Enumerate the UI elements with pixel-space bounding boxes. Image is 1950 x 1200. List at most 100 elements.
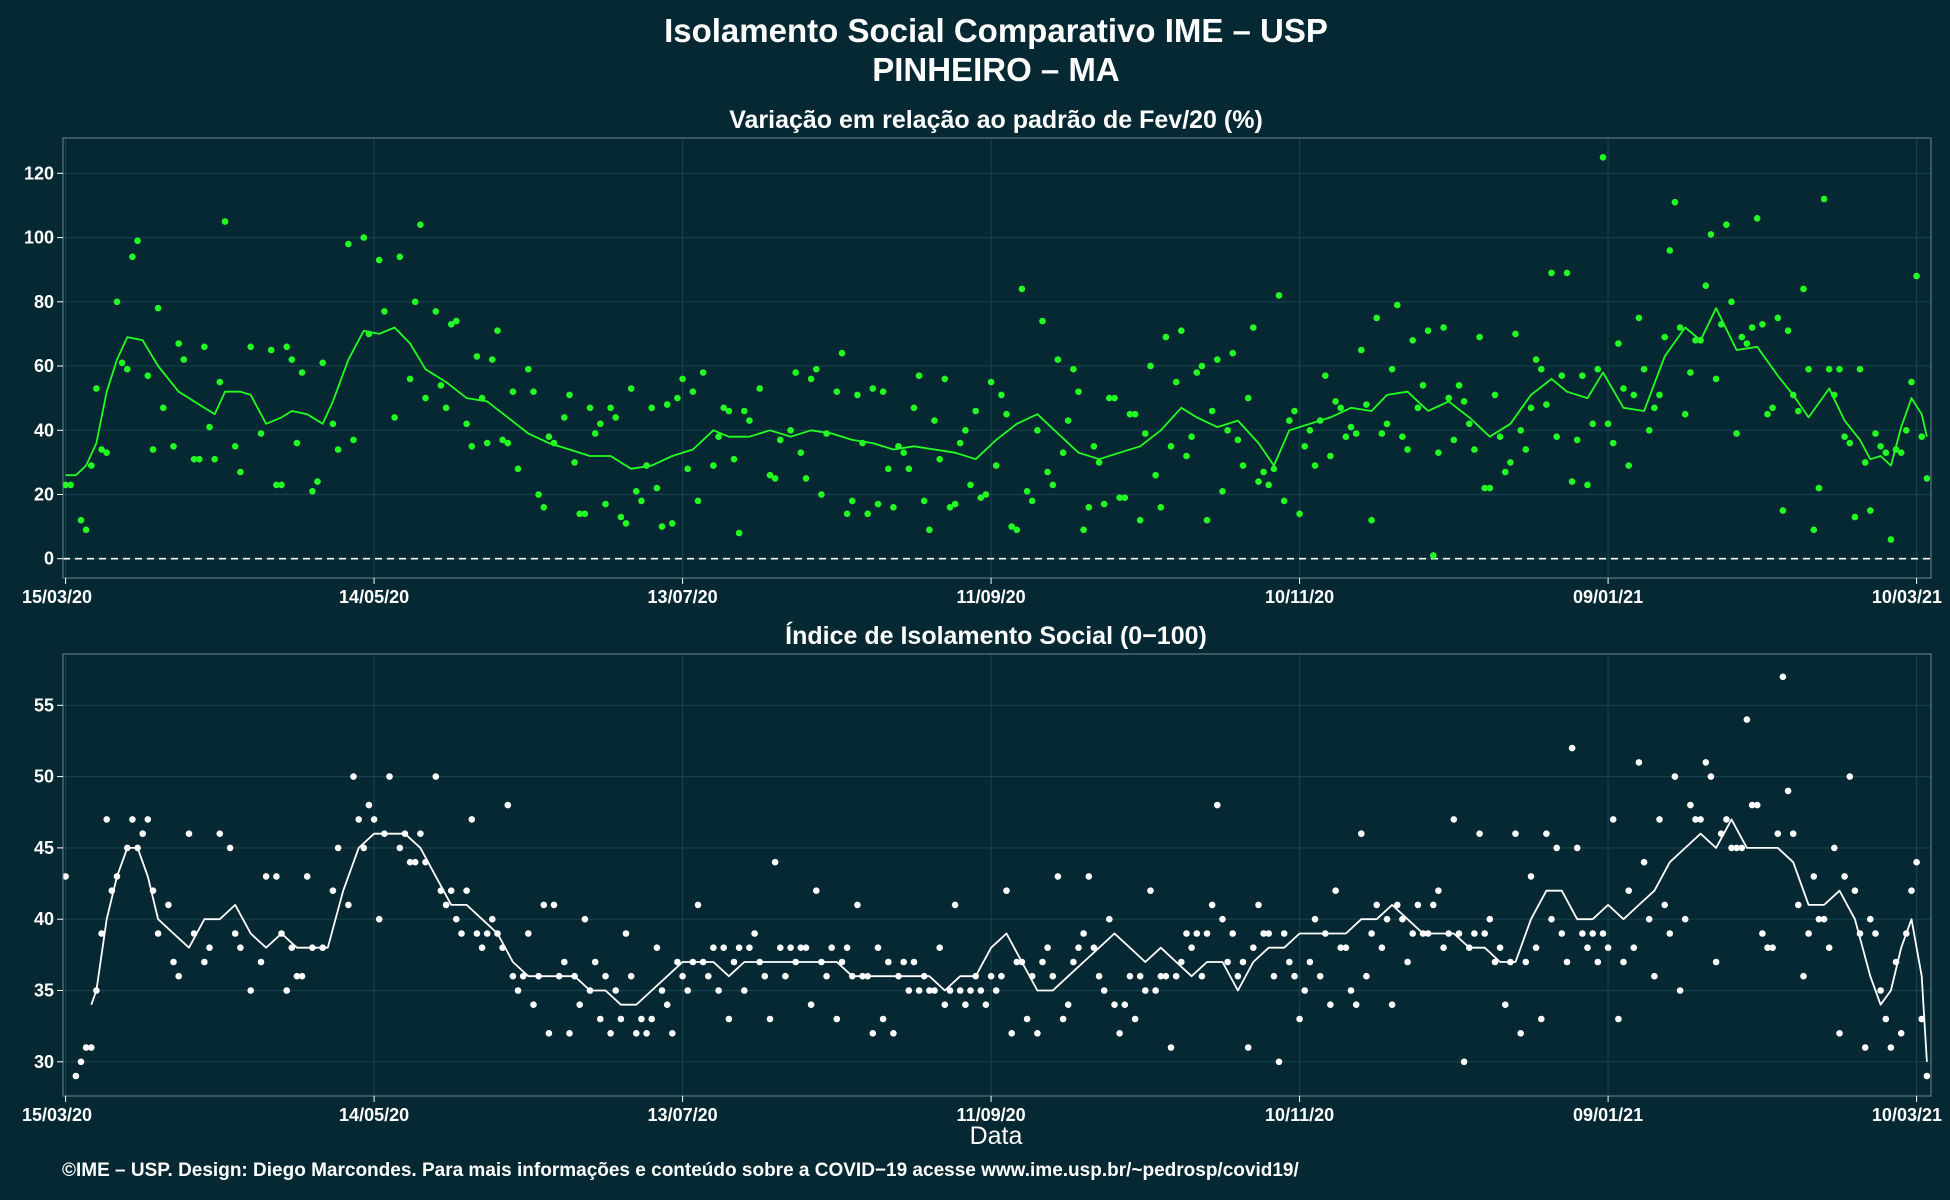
variation-point-196 bbox=[1198, 362, 1206, 370]
variation-point-65 bbox=[489, 356, 496, 363]
index-point-219 bbox=[1265, 930, 1272, 937]
index-point-193 bbox=[1131, 1015, 1139, 1023]
index-point-128 bbox=[797, 944, 805, 951]
variation-point-106 bbox=[715, 433, 722, 441]
index-point-223 bbox=[1286, 958, 1293, 966]
index-point-201 bbox=[1172, 972, 1180, 980]
variation-point-329 bbox=[1882, 449, 1890, 457]
index-point-169 bbox=[1008, 1030, 1015, 1037]
index-point-313 bbox=[1748, 801, 1756, 809]
index-point-144 bbox=[879, 1015, 887, 1023]
variation-point-31 bbox=[267, 346, 275, 354]
index-point-13 bbox=[139, 830, 146, 837]
variation-point-161 bbox=[1018, 285, 1026, 293]
variation-point-141 bbox=[915, 372, 923, 380]
index-point-338 bbox=[1877, 987, 1884, 994]
index-point-243 bbox=[1388, 1001, 1396, 1008]
index-point-27 bbox=[237, 944, 244, 951]
variation-point-244 bbox=[1445, 394, 1452, 402]
index-point-154 bbox=[931, 987, 938, 994]
index-ytick-label-2: 40 bbox=[34, 909, 54, 929]
variation-point-56 bbox=[437, 382, 445, 389]
variation-point-273 bbox=[1594, 365, 1602, 373]
index-point-220 bbox=[1270, 972, 1278, 980]
index-point-228 bbox=[1311, 915, 1319, 923]
index-point-47 bbox=[370, 816, 378, 823]
variation-point-138 bbox=[900, 449, 907, 457]
variation-point-185 bbox=[1142, 430, 1149, 437]
variation-point-125 bbox=[833, 388, 841, 396]
variation-point-25 bbox=[216, 378, 224, 386]
index-point-3 bbox=[82, 1044, 90, 1051]
variation-point-142 bbox=[920, 497, 928, 505]
variation-point-17 bbox=[170, 443, 177, 450]
variation-point-182 bbox=[1126, 410, 1134, 418]
variation-point-190 bbox=[1167, 443, 1175, 450]
variation-point-103 bbox=[694, 497, 702, 505]
variation-point-90 bbox=[627, 385, 635, 392]
variation-point-301 bbox=[1738, 333, 1746, 341]
variation-point-60 bbox=[463, 420, 470, 428]
index-point-247 bbox=[1409, 930, 1416, 937]
index-point-325 bbox=[1810, 873, 1818, 880]
index-point-136 bbox=[838, 958, 846, 966]
variation-point-230 bbox=[1373, 314, 1380, 322]
index-point-289 bbox=[1625, 887, 1632, 894]
variation-point-272 bbox=[1589, 420, 1596, 428]
variation-point-86 bbox=[607, 404, 614, 412]
variation-point-146 bbox=[941, 375, 949, 383]
variation-point-112 bbox=[746, 417, 753, 424]
index-point-238 bbox=[1363, 972, 1370, 980]
variation-point-9 bbox=[118, 359, 126, 367]
variation-trend-line bbox=[65, 307, 1928, 477]
variation-point-48 bbox=[381, 308, 388, 315]
index-point-226 bbox=[1301, 987, 1308, 994]
variation-point-126 bbox=[838, 349, 846, 357]
variation-point-317 bbox=[1820, 195, 1828, 203]
variation-ytick-label-6: 120 bbox=[24, 163, 54, 183]
index-point-257 bbox=[1460, 1058, 1468, 1066]
variation-point-324 bbox=[1856, 365, 1864, 373]
variation-point-296 bbox=[1712, 375, 1720, 383]
variation-point-150 bbox=[962, 427, 969, 434]
variation-point-303 bbox=[1748, 324, 1756, 331]
index-ytick-label-4: 50 bbox=[34, 767, 54, 787]
variation-point-6 bbox=[98, 446, 105, 453]
variation-point-136 bbox=[890, 504, 897, 511]
index-ytick-label-3: 45 bbox=[34, 838, 54, 858]
index-point-214 bbox=[1239, 958, 1247, 966]
index-point-264 bbox=[1496, 944, 1504, 951]
variation-point-101 bbox=[684, 465, 691, 473]
variation-point-195 bbox=[1193, 369, 1201, 376]
variation-point-323 bbox=[1851, 513, 1859, 521]
index-point-202 bbox=[1178, 958, 1185, 966]
index-point-273 bbox=[1543, 830, 1550, 837]
variation-xtick-label-1: 14/05/20 bbox=[339, 587, 409, 607]
index-point-122 bbox=[766, 1015, 774, 1023]
variation-point-41 bbox=[329, 420, 337, 428]
variation-point-325 bbox=[1861, 459, 1869, 466]
index-point-326 bbox=[1815, 915, 1823, 923]
variation-point-99 bbox=[674, 394, 681, 402]
index-point-185 bbox=[1090, 944, 1098, 951]
variation-point-95 bbox=[653, 484, 661, 492]
bottom-panel-title: Índice de Isolamento Social (0−100) bbox=[785, 621, 1207, 650]
variation-point-123 bbox=[818, 491, 825, 498]
index-point-217 bbox=[1255, 901, 1262, 909]
variation-point-314 bbox=[1805, 365, 1812, 373]
index-point-54 bbox=[411, 858, 419, 866]
variation-point-18 bbox=[175, 340, 182, 347]
variation-point-54 bbox=[422, 394, 429, 402]
index-xtick-label-2: 13/07/20 bbox=[648, 1105, 718, 1125]
index-point-179 bbox=[1059, 1015, 1067, 1023]
index-point-63 bbox=[463, 887, 470, 894]
index-point-36 bbox=[298, 972, 306, 980]
index-point-337 bbox=[1872, 930, 1879, 937]
variation-point-237 bbox=[1409, 337, 1416, 344]
variation-point-74 bbox=[540, 504, 548, 511]
variation-point-241 bbox=[1430, 552, 1437, 559]
variation-point-227 bbox=[1358, 346, 1365, 354]
index-point-111 bbox=[710, 944, 717, 951]
index-point-300 bbox=[1681, 915, 1689, 923]
index-point-37 bbox=[303, 873, 311, 880]
